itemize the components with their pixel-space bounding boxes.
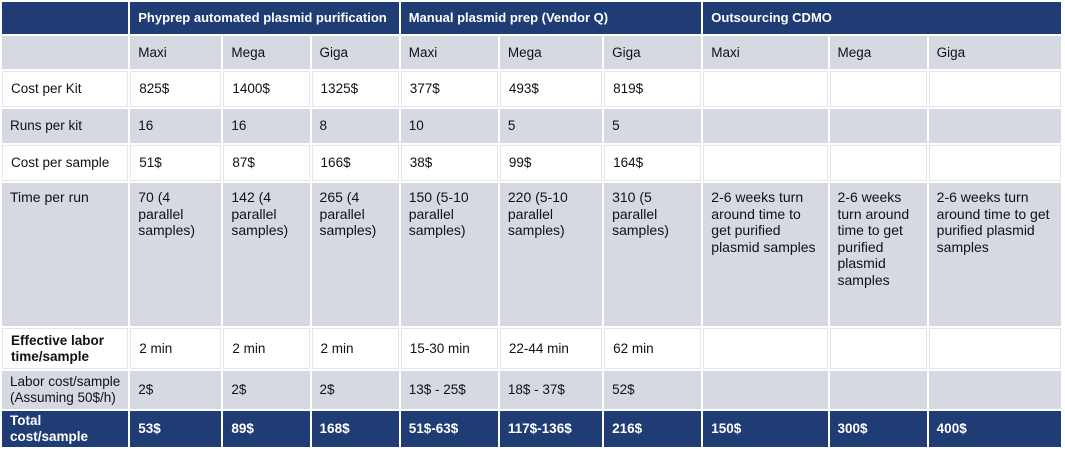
table-cell: 2 min <box>130 328 222 369</box>
table-cell: 142 (4 parallel samples) <box>223 183 310 326</box>
table-cell: 2-6 weeks turn around time to get purifi… <box>703 183 828 326</box>
size-corner <box>2 36 129 69</box>
table-cell: 16 <box>223 109 310 143</box>
table-cell: 819$ <box>604 71 702 107</box>
group-header-row: Phyprep automated plasmid purification M… <box>2 2 1061 34</box>
table-cell <box>829 371 927 409</box>
table-cell <box>928 109 1061 143</box>
table-cell: 22-44 min <box>499 328 603 369</box>
table-cell: 10 <box>400 109 498 143</box>
table-cell: 2-6 weeks turn around time to get purifi… <box>829 183 927 326</box>
table-cell: 2 min <box>311 328 399 369</box>
table-cell <box>829 109 927 143</box>
size-header: Maxi <box>703 36 828 69</box>
table-cell: 51$ <box>130 145 222 181</box>
table-cell: 825$ <box>130 71 222 107</box>
table-cell <box>928 71 1061 107</box>
table-cell <box>703 145 828 181</box>
size-header: Mega <box>499 36 603 69</box>
table-cell <box>703 71 828 107</box>
table-cell: 220 (5-10 parallel samples) <box>499 183 603 326</box>
table-cell: 168$ <box>311 411 399 447</box>
group-phyprep: Phyprep automated plasmid purification <box>130 2 399 34</box>
table-cell: 2$ <box>130 371 222 409</box>
table-cell <box>703 371 828 409</box>
row-label: Total cost/sample <box>2 411 129 447</box>
table-cell: 62 min <box>604 328 702 369</box>
size-header: Giga <box>928 36 1061 69</box>
table-row: Runs per kit 16 16 8 10 5 5 <box>2 109 1061 143</box>
table-cell: 5 <box>604 109 702 143</box>
table-cell: 89$ <box>223 411 310 447</box>
table-cell <box>928 328 1061 369</box>
table-cell: 216$ <box>604 411 702 447</box>
table-cell: 53$ <box>130 411 222 447</box>
corner-cell <box>2 2 129 34</box>
table-cell: 52$ <box>604 371 702 409</box>
table-cell: 150 (5-10 parallel samples) <box>400 183 498 326</box>
table-cell: 150$ <box>703 411 828 447</box>
total-row: Total cost/sample 53$ 89$ 168$ 51$-63$ 1… <box>2 411 1061 447</box>
size-header: Maxi <box>400 36 498 69</box>
table-cell: 16 <box>130 109 222 143</box>
table-row: Labor cost/sample (Assuming 50$/h) 2$ 2$… <box>2 371 1061 409</box>
size-header: Giga <box>311 36 399 69</box>
table-cell: 377$ <box>400 71 498 107</box>
row-label: Labor cost/sample (Assuming 50$/h) <box>2 371 129 409</box>
table-cell: 400$ <box>928 411 1061 447</box>
table-cell: 2-6 weeks turn around time to get purifi… <box>928 183 1061 326</box>
table-cell: 2$ <box>223 371 310 409</box>
table-cell <box>928 145 1061 181</box>
table-cell: 51$-63$ <box>400 411 498 447</box>
size-header: Mega <box>829 36 927 69</box>
row-label: Cost per Kit <box>2 71 129 107</box>
row-label: Cost per sample <box>2 145 129 181</box>
table-cell <box>829 145 927 181</box>
table-cell: 166$ <box>311 145 399 181</box>
table-cell: 265 (4 parallel samples) <box>311 183 399 326</box>
table-cell: 99$ <box>499 145 603 181</box>
size-header-row: Maxi Mega Giga Maxi Mega Giga Maxi Mega … <box>2 36 1061 69</box>
table-cell: 2 min <box>223 328 310 369</box>
table-cell <box>829 71 927 107</box>
table-cell: 5 <box>499 109 603 143</box>
size-header: Giga <box>604 36 702 69</box>
row-label: Effective labor time/sample <box>2 328 129 369</box>
table-cell: 117$-136$ <box>499 411 603 447</box>
table-row: Cost per sample 51$ 87$ 166$ 38$ 99$ 164… <box>2 145 1061 181</box>
table-cell: 70 (4 parallel samples) <box>130 183 222 326</box>
table-cell: 15-30 min <box>400 328 498 369</box>
table-row: Time per run 70 (4 parallel samples) 142… <box>2 183 1061 326</box>
size-header: Maxi <box>130 36 222 69</box>
table-cell: 1400$ <box>223 71 310 107</box>
table-cell: 87$ <box>223 145 310 181</box>
table-cell <box>703 109 828 143</box>
table-cell: 1325$ <box>311 71 399 107</box>
table-cell: 2$ <box>311 371 399 409</box>
table-cell: 310 (5 parallel samples) <box>604 183 702 326</box>
table-row: Cost per Kit 825$ 1400$ 1325$ 377$ 493$ … <box>2 71 1061 107</box>
table-cell <box>829 328 927 369</box>
size-header: Mega <box>223 36 310 69</box>
group-cdmo: Outsourcing CDMO <box>703 2 1061 34</box>
group-manual: Manual plasmid prep (Vendor Q) <box>400 2 702 34</box>
row-label: Time per run <box>2 183 129 326</box>
table-cell: 8 <box>311 109 399 143</box>
table-cell <box>703 328 828 369</box>
row-label: Runs per kit <box>2 109 129 143</box>
table-cell: 300$ <box>829 411 927 447</box>
table-cell: 493$ <box>499 71 603 107</box>
table-cell: 13$ - 25$ <box>400 371 498 409</box>
table-row: Effective labor time/sample 2 min 2 min … <box>2 328 1061 369</box>
table-cell <box>928 371 1061 409</box>
table-cell: 38$ <box>400 145 498 181</box>
table-cell: 18$ - 37$ <box>499 371 603 409</box>
table-cell: 164$ <box>604 145 702 181</box>
